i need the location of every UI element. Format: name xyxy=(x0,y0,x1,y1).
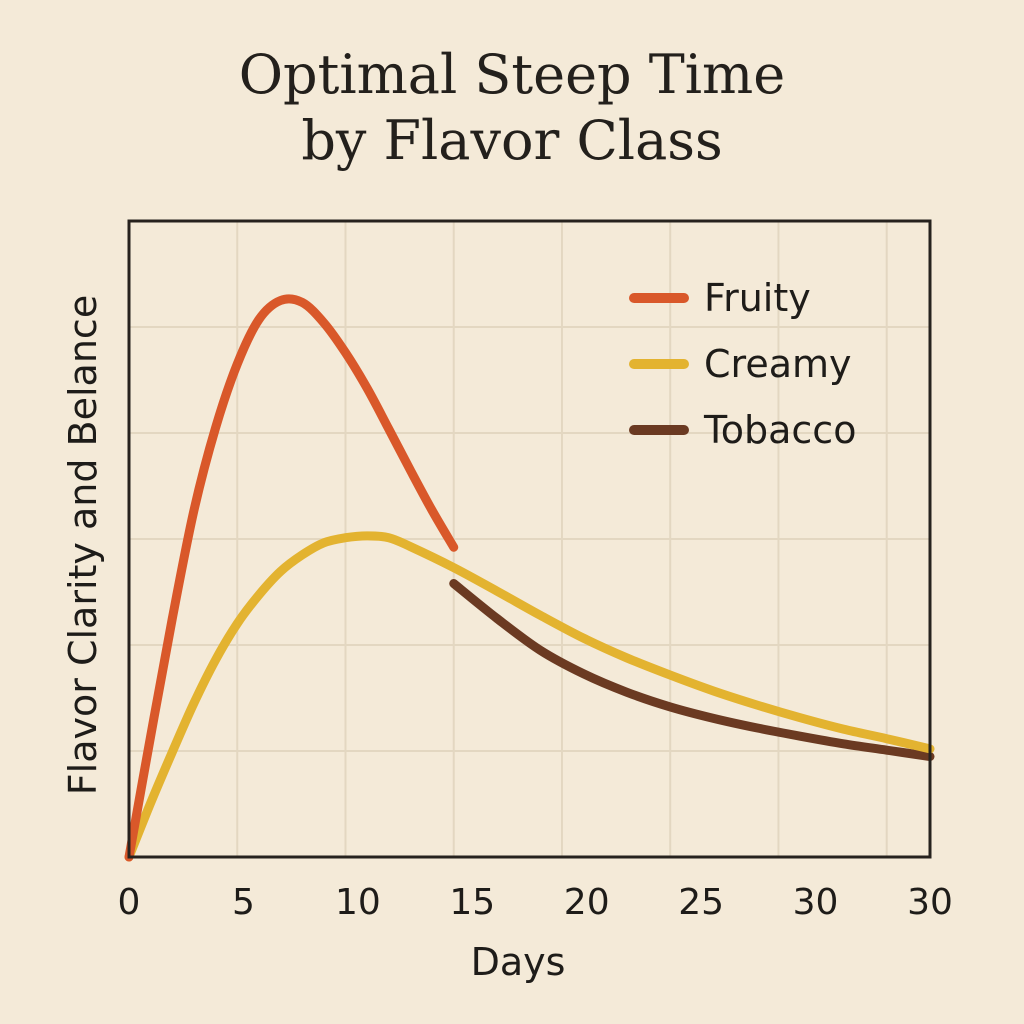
chart-title: Optimal Steep Time by Flavor Class xyxy=(0,42,1024,174)
chart-title-line-1: Optimal Steep Time xyxy=(238,43,786,106)
x-tick-label: 10 xyxy=(335,882,381,923)
series-line-fruity xyxy=(124,294,459,862)
series-line-creamy xyxy=(124,531,935,862)
legend: Fruity Creamy Tobacco xyxy=(629,276,856,452)
y-axis-label: Flavor Clarity and Belance xyxy=(61,295,105,795)
x-tick-labels: 0 5 10 15 20 25 30 30 xyxy=(118,882,953,923)
x-tick-label: 30 xyxy=(793,882,839,923)
x-tick-label: 25 xyxy=(678,882,724,923)
x-tick-label: 0 xyxy=(118,882,141,923)
chart-title-line-2: by Flavor Class xyxy=(301,109,723,172)
plot-frame xyxy=(127,219,932,859)
legend-label-fruity: Fruity xyxy=(704,276,811,320)
x-tick-label: 15 xyxy=(449,882,495,923)
legend-label-tobacco: Tobacco xyxy=(703,408,856,452)
x-tick-label: 5 xyxy=(232,882,255,923)
series-lines xyxy=(124,294,935,862)
x-tick-label: 20 xyxy=(564,882,610,923)
x-tick-label: 30 xyxy=(907,882,953,923)
legend-label-creamy: Creamy xyxy=(704,342,852,386)
x-axis-label: Days xyxy=(471,940,566,984)
series-line-tobacco xyxy=(449,579,935,762)
